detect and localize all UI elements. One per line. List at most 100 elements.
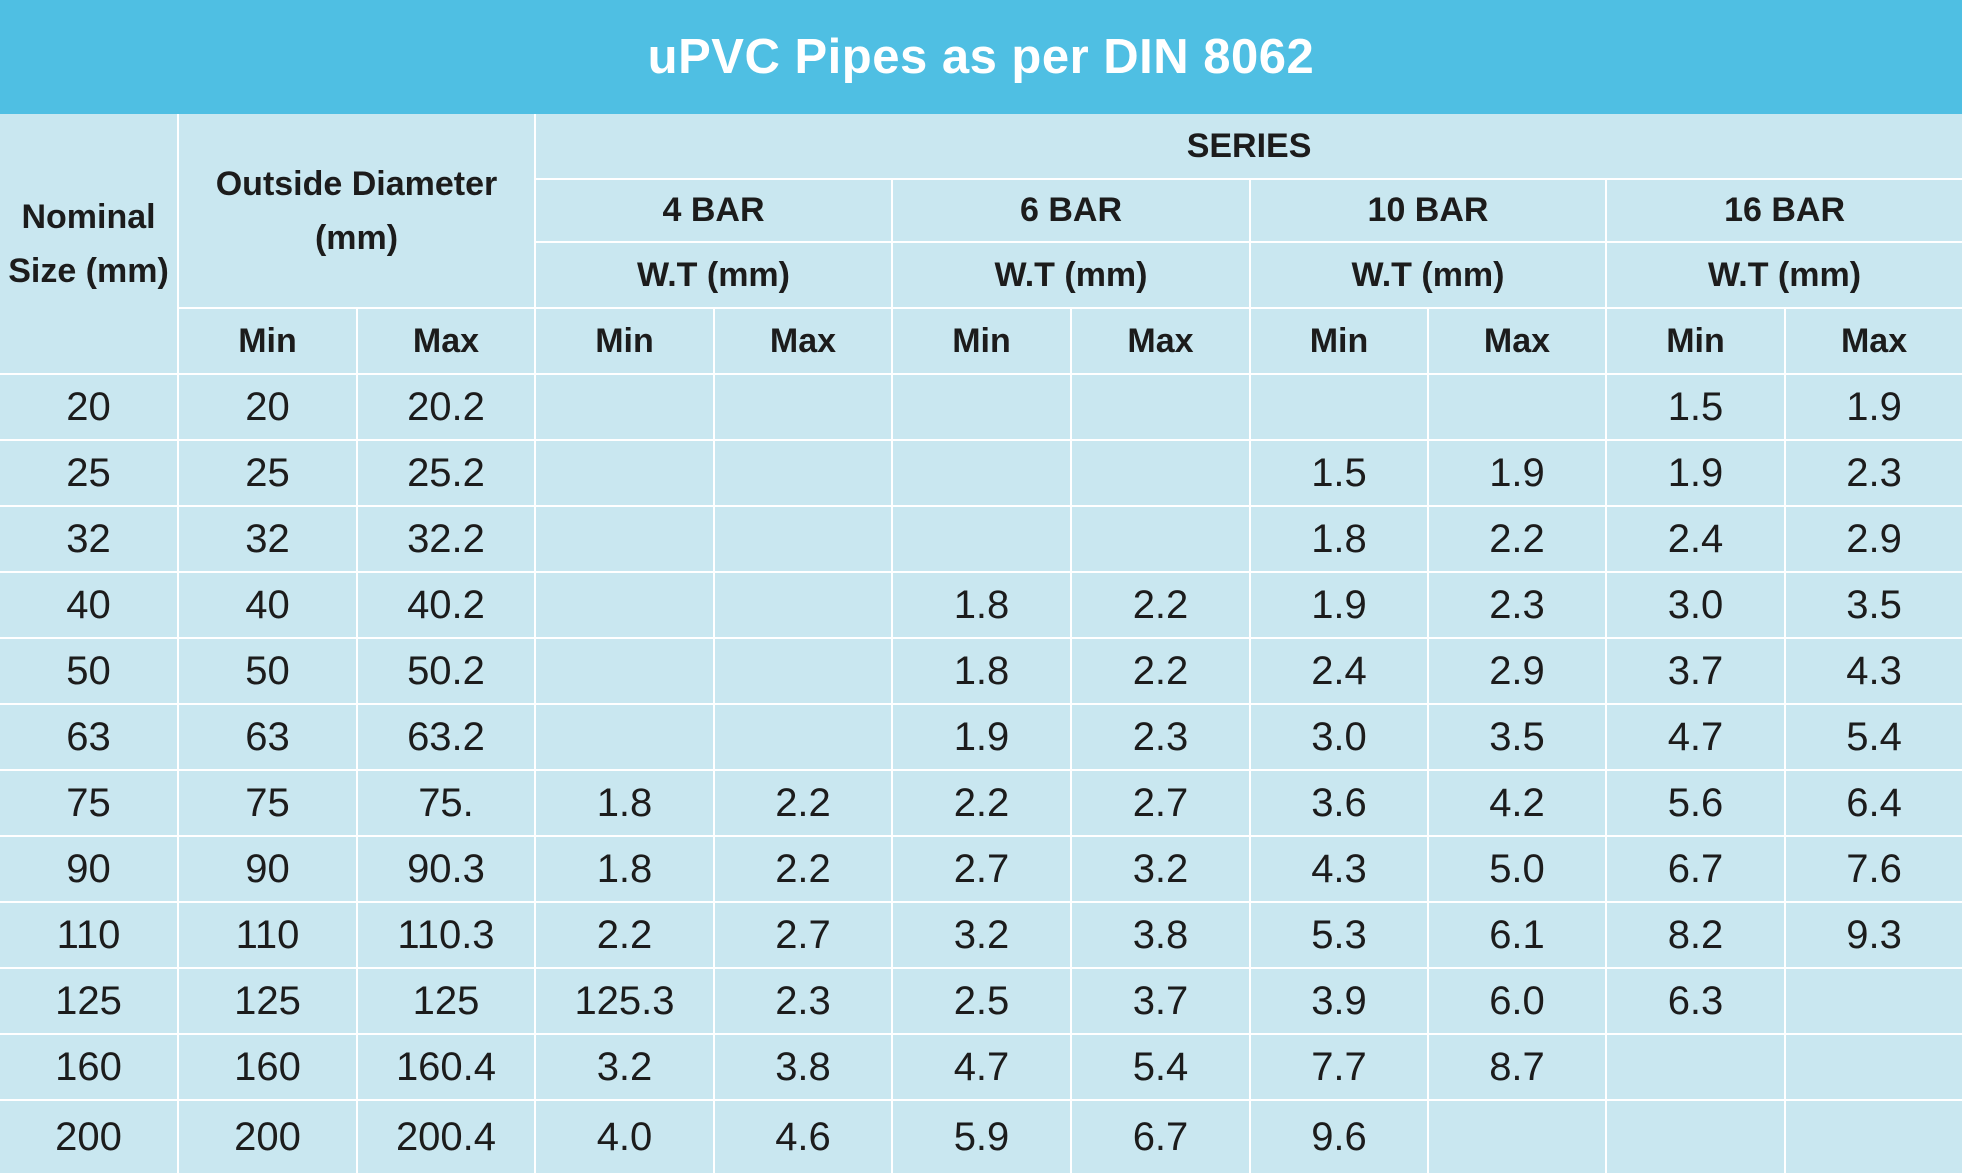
table-cell (713, 571, 893, 639)
table-cell (1427, 374, 1607, 441)
table-cell: 160 (0, 1033, 179, 1101)
table-cell: 6.3 (1605, 967, 1786, 1035)
table-cell: 1.9 (1605, 439, 1786, 507)
header-outside-diameter: Outside Diameter (mm) (177, 114, 536, 309)
table-row: 110 110 110.3 2.2 2.7 3.2 3.8 5.3 6.1 8.2 9.3 (0, 901, 1962, 969)
table-cell: 2.2 (534, 901, 715, 969)
table-cell: 3.2 (534, 1033, 715, 1101)
table-cell (713, 505, 893, 573)
table-cell: 20.2 (356, 374, 536, 441)
table-cell: 7.7 (1249, 1033, 1429, 1101)
table-cell: 5.4 (1070, 1033, 1251, 1101)
table-cell: 6.1 (1427, 901, 1607, 969)
table-cell: 3.2 (891, 901, 1072, 969)
table-cell: 40 (177, 571, 358, 639)
table-cell (1605, 1099, 1786, 1173)
table-cell: 3.0 (1605, 571, 1786, 639)
table-cell: 3.2 (1070, 835, 1251, 903)
table-cell: 2.4 (1605, 505, 1786, 573)
table-cell: 4.3 (1783, 637, 1962, 705)
table-cell (891, 374, 1072, 441)
table-cell (713, 374, 893, 441)
table-cell: 2.5 (891, 967, 1072, 1035)
table-cell: 3.5 (1427, 703, 1607, 771)
table-cell: 50.2 (356, 637, 536, 705)
table-cell: 2.7 (713, 901, 893, 969)
table-row: 40 40 40.2 1.8 2.2 1.9 2.3 3.0 3.5 (0, 571, 1962, 639)
table-cell: 8.2 (1605, 901, 1786, 969)
table-cell (1605, 1033, 1786, 1101)
table-cell (1783, 1033, 1962, 1101)
header-min: Min (178, 307, 358, 375)
table-cell: 32.2 (356, 505, 536, 573)
table-body: 20 20 20.2 1.5 1.9 25 25 25.2 1.5 1.9 1.9 2.3 32 32 32… (0, 374, 1962, 1173)
table-cell: 1.5 (1605, 374, 1786, 441)
header-wall-thickness: W.T (mm) (535, 241, 893, 309)
table-cell: 63 (0, 703, 179, 771)
table-cell: 160.4 (356, 1033, 536, 1101)
table-cell: 3.8 (1070, 901, 1251, 969)
header-nominal-size: Nominal Size (mm) (0, 114, 179, 375)
table-cell: 63.2 (356, 703, 536, 771)
table-cell (713, 637, 893, 705)
table-cell: 32 (177, 505, 358, 573)
table-cell: 3.5 (1783, 571, 1962, 639)
header-min: Min (1605, 307, 1786, 375)
table-row: 20 20 20.2 1.5 1.9 (0, 374, 1962, 441)
table-cell: 32 (0, 505, 179, 573)
table-cell: 40 (0, 571, 179, 639)
table-cell: 3.7 (1070, 967, 1251, 1035)
table-cell (1070, 374, 1251, 441)
table-cell: 3.6 (1249, 769, 1429, 837)
table-cell: 3.0 (1249, 703, 1429, 771)
table-cell: 90.3 (356, 835, 536, 903)
table-cell: 160 (177, 1033, 358, 1101)
table-cell: 1.8 (534, 769, 715, 837)
table-cell: 90 (0, 835, 179, 903)
table-cell (534, 439, 715, 507)
table-cell (1427, 1099, 1607, 1173)
table-cell: 125 (0, 967, 179, 1035)
table-row: 160 160 160.4 3.2 3.8 4.7 5.4 7.7 8.7 (0, 1033, 1962, 1101)
table-row: 75 75 75. 1.8 2.2 2.2 2.7 3.6 4.2 5.6 6.4 (0, 769, 1962, 837)
table-cell: 8.7 (1427, 1033, 1607, 1101)
table-cell: 63 (177, 703, 358, 771)
table-cell: 1.8 (891, 571, 1072, 639)
table-cell: 1.9 (1427, 439, 1607, 507)
header-wall-thickness: W.T (mm) (1604, 241, 1962, 309)
table-cell: 5.0 (1427, 835, 1607, 903)
table-row: 63 63 63.2 1.9 2.3 3.0 3.5 4.7 5.4 (0, 703, 1962, 771)
table-cell: 125 (177, 967, 358, 1035)
table-cell: 4.6 (713, 1099, 893, 1173)
table-cell: 75 (177, 769, 358, 837)
table-cell: 2.2 (1070, 571, 1251, 639)
table-cell: 4.2 (1427, 769, 1607, 837)
table-cell: 6.7 (1070, 1099, 1251, 1173)
table-cell: 110 (0, 901, 179, 969)
header-max: Max (1070, 307, 1251, 375)
table-cell (534, 703, 715, 771)
table-cell: 1.9 (1783, 374, 1962, 441)
table-cell: 200 (0, 1099, 179, 1173)
header-max: Max (1427, 307, 1607, 375)
table-cell (713, 703, 893, 771)
table-cell: 4.7 (891, 1033, 1072, 1101)
table-cell: 1.8 (1249, 505, 1429, 573)
table-cell: 50 (177, 637, 358, 705)
table-cell: 3.8 (713, 1033, 893, 1101)
table-cell: 6.0 (1427, 967, 1607, 1035)
header-max: Max (1783, 307, 1962, 375)
table-cell (1783, 1099, 1962, 1173)
table-cell: 2.2 (1070, 637, 1251, 705)
table-cell: 6.7 (1605, 835, 1786, 903)
table-cell: 2.3 (1070, 703, 1251, 771)
table-cell (534, 505, 715, 573)
table-cell (534, 637, 715, 705)
table-cell: 25 (177, 439, 358, 507)
table-cell: 2.3 (1427, 571, 1607, 639)
table-cell: 7.6 (1783, 835, 1962, 903)
table-cell: 75 (0, 769, 179, 837)
table-cell (891, 439, 1072, 507)
table-cell: 1.9 (891, 703, 1072, 771)
table-cell: 5.3 (1249, 901, 1429, 969)
